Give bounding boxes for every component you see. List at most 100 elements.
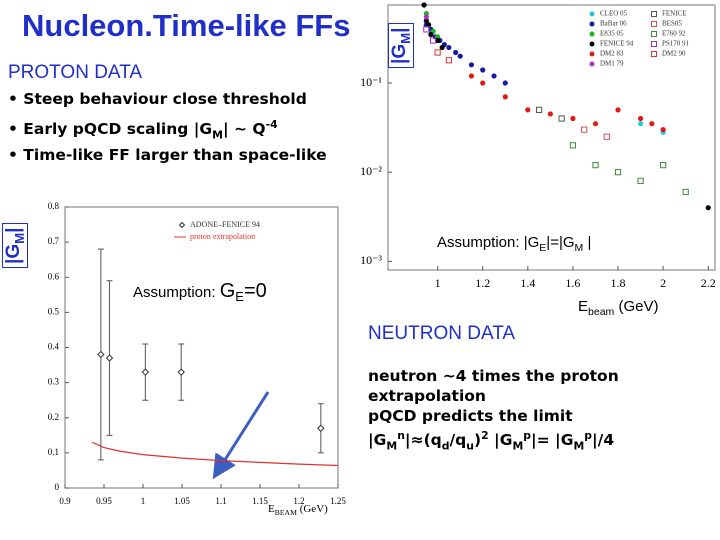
- legend-swatch: [651, 11, 657, 17]
- point: [569, 142, 577, 149]
- point: [637, 121, 644, 127]
- point: [525, 107, 531, 113]
- legend-swatch: [178, 221, 186, 229]
- text: • Time-like FF larger than space-like: [8, 146, 327, 164]
- legend-label: CLEO 05: [600, 10, 628, 18]
- y-tick-label: 0.8: [48, 201, 60, 211]
- t: M: [11, 232, 27, 244]
- x-tick-label: 2.2: [701, 276, 716, 290]
- legend-label: FENICE 94: [600, 40, 634, 48]
- x-tick-label: 1.2: [293, 496, 304, 506]
- y-tick-label: 0.1: [48, 447, 59, 457]
- t: M: [397, 32, 413, 44]
- legend-label: DM1 79: [600, 60, 624, 68]
- t: |/4: [592, 431, 615, 450]
- x-tick-label: 1: [435, 276, 441, 290]
- point: [421, 2, 427, 8]
- point: [105, 354, 114, 362]
- point: [446, 44, 452, 51]
- point: [502, 80, 508, 86]
- x-tick-label: 1.15: [252, 496, 268, 506]
- point: [603, 133, 610, 140]
- point: [439, 44, 445, 51]
- point: [581, 126, 588, 133]
- t: beam: [588, 306, 615, 318]
- legend-swatch: [651, 31, 657, 37]
- t: BEAM: [274, 508, 297, 518]
- point: [425, 22, 432, 28]
- legend-label: PS170 91: [662, 40, 690, 48]
- t: |G: [3, 243, 24, 264]
- legend-label: BES05: [662, 20, 682, 28]
- proton-heading: PROTON DATA: [8, 62, 143, 83]
- t: |: [389, 27, 410, 33]
- legend-swatch: [651, 41, 657, 47]
- x-tick-label: 1: [141, 496, 146, 506]
- point: [445, 57, 452, 64]
- legend-label: E760 92: [662, 30, 686, 38]
- y-tick-label: 10⁻³: [360, 253, 382, 267]
- point: [480, 67, 486, 73]
- point: [491, 73, 497, 79]
- t: /q: [449, 431, 467, 450]
- t: |G: [389, 43, 410, 64]
- point: [592, 162, 599, 169]
- title: Nucleon.Time-like FFs: [22, 8, 351, 43]
- legend-swatch: [589, 51, 595, 57]
- t: (GeV): [296, 503, 328, 515]
- x-tick-label: 1.2: [475, 276, 490, 290]
- t: =0: [243, 280, 267, 302]
- legend-label: proton extrapolation: [190, 232, 255, 241]
- y-tick-label: 0.6: [48, 271, 60, 281]
- y-tick-label: 10⁻¹: [360, 75, 382, 89]
- t: 2: [481, 429, 489, 442]
- neutron-text: neutron ~4 times the proton extrapolatio…: [368, 366, 619, 456]
- t: |: [583, 234, 592, 251]
- point: [660, 127, 666, 133]
- x-tick-label: 1.25: [330, 496, 346, 506]
- point: [502, 94, 508, 100]
- t: M: [386, 439, 398, 453]
- legend-swatch: [589, 21, 595, 27]
- t: G: [219, 280, 236, 302]
- y-tick-label: 0.3: [48, 377, 60, 387]
- point: [453, 49, 459, 56]
- point: [434, 49, 441, 56]
- t: |G: [368, 431, 387, 450]
- point: [660, 162, 667, 169]
- point: [468, 62, 475, 68]
- x-tick-label: 1.8: [611, 276, 626, 290]
- y-axis-label: |GM|: [388, 23, 414, 68]
- t: M: [574, 242, 584, 254]
- point: [592, 121, 599, 127]
- legend-label: E835 05: [600, 30, 624, 38]
- legend-label: ADONE–FENICE 94: [190, 220, 260, 229]
- t: p: [584, 429, 592, 442]
- x-tick-label: 1.6: [565, 276, 580, 290]
- legend-swatch: [651, 51, 657, 57]
- point: [141, 368, 150, 376]
- point: [423, 14, 429, 20]
- t: E: [268, 503, 275, 515]
- point: [435, 34, 441, 40]
- t: |=|G: [546, 234, 575, 251]
- y-tick-label: 0.7: [48, 236, 60, 246]
- t: |: [3, 227, 24, 233]
- line: |GMn|≈(qd/qu)2 |GMp|= |GMp|/4: [368, 426, 619, 456]
- t: |G: [488, 431, 513, 450]
- t: |= |G: [531, 431, 574, 450]
- legend-swatch: [589, 61, 595, 67]
- neutron-heading: NEUTRON DATA: [368, 323, 516, 344]
- text: • Steep behaviour close threshold: [8, 90, 307, 108]
- t: n: [397, 429, 405, 442]
- legend-swatch: [589, 31, 595, 37]
- point: [317, 424, 325, 432]
- plot-frame: [387, 4, 716, 271]
- t: u: [466, 439, 475, 453]
- y-axis-label: |GM|: [2, 223, 28, 268]
- annotation: Assumption: GE=0: [133, 280, 267, 304]
- point: [480, 80, 486, 86]
- text: | ~ Q: [222, 120, 266, 139]
- point: [558, 115, 565, 122]
